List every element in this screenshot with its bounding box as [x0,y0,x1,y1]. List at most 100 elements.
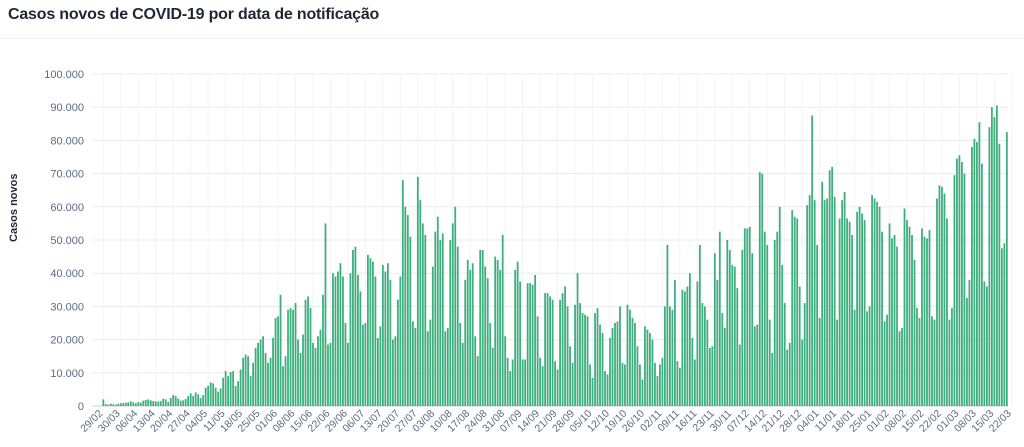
bar[interactable] [456,246,459,406]
bar[interactable] [307,296,309,406]
bar[interactable] [516,261,519,406]
bar[interactable] [184,399,187,406]
bar[interactable] [616,321,619,406]
bar[interactable] [279,294,282,406]
bar[interactable] [114,404,117,406]
bar[interactable] [299,352,302,406]
bar[interactable] [786,349,789,406]
bar[interactable] [197,394,200,406]
bar[interactable] [152,401,155,406]
bar[interactable] [157,401,160,406]
bar[interactable] [801,339,804,406]
bar[interactable] [953,175,956,406]
bar[interactable] [304,299,307,406]
bar[interactable] [561,293,564,406]
bar[interactable] [302,334,304,406]
bar[interactable] [866,311,868,406]
bar[interactable] [836,319,839,406]
bar[interactable] [481,249,484,406]
bar[interactable] [222,377,225,406]
bar[interactable] [474,336,477,406]
bar[interactable] [144,400,147,406]
bar[interactable] [282,366,284,406]
bar[interactable] [309,308,312,406]
bar[interactable] [943,193,946,406]
bar[interactable] [207,385,210,406]
bar[interactable] [733,266,736,406]
bar[interactable] [639,364,641,407]
bar[interactable] [990,107,993,406]
bar[interactable] [813,200,816,406]
bar[interactable] [671,309,674,406]
bar[interactable] [491,347,494,406]
bar[interactable] [881,231,883,406]
bar[interactable] [751,253,754,406]
bar[interactable] [838,218,841,406]
bar[interactable] [753,326,756,406]
bar[interactable] [194,392,197,406]
bar[interactable] [264,352,267,406]
bar[interactable] [828,170,831,406]
bar[interactable] [741,249,744,406]
bar[interactable] [818,318,821,406]
bar[interactable] [154,401,157,406]
bar[interactable] [127,402,130,406]
bar[interactable] [149,400,152,406]
bar[interactable] [1005,132,1008,406]
bar[interactable] [426,331,429,406]
bar[interactable] [364,323,367,406]
bar[interactable] [546,293,549,406]
bar[interactable] [391,339,394,406]
bar[interactable] [521,359,524,406]
bar[interactable] [768,319,771,406]
bar[interactable] [134,403,137,406]
bar[interactable] [509,371,512,406]
bar[interactable] [591,377,594,406]
bar[interactable] [756,324,759,406]
bar[interactable] [129,401,132,406]
bar[interactable] [896,246,898,406]
bar[interactable] [262,336,264,406]
bar[interactable] [664,306,666,406]
bar[interactable] [701,303,704,406]
bar[interactable] [209,382,212,406]
bar[interactable] [599,324,601,406]
bar[interactable] [484,266,487,406]
bar[interactable] [985,286,988,406]
bar[interactable] [177,398,180,406]
bar[interactable] [791,210,794,406]
bar[interactable] [713,253,716,406]
bar[interactable] [823,200,826,406]
bar[interactable] [461,342,464,406]
bar[interactable] [449,240,452,406]
bar[interactable] [946,218,948,406]
bar[interactable] [534,274,537,406]
bar[interactable] [319,329,322,406]
bar[interactable] [189,393,192,406]
bar[interactable] [494,256,497,406]
bar[interactable] [913,259,916,406]
bar[interactable] [651,339,654,406]
bar[interactable] [514,269,517,406]
bar[interactable] [721,313,724,406]
bar[interactable] [376,337,379,406]
bar[interactable] [718,231,721,406]
bar[interactable] [359,291,362,406]
bar[interactable] [669,306,671,406]
bar[interactable] [793,216,796,406]
bar[interactable] [683,291,686,406]
bar[interactable] [998,143,1001,406]
bar[interactable] [876,201,878,406]
bar[interactable] [369,258,372,406]
bar[interactable] [973,138,976,407]
bar[interactable] [619,306,621,406]
bar[interactable] [434,231,437,406]
bar[interactable] [187,396,190,406]
bar[interactable] [446,327,449,406]
bar[interactable] [778,206,781,406]
bar[interactable] [284,356,287,406]
bar[interactable] [234,386,237,406]
bar[interactable] [269,357,272,406]
bar[interactable] [916,308,918,406]
bar[interactable] [831,166,834,406]
